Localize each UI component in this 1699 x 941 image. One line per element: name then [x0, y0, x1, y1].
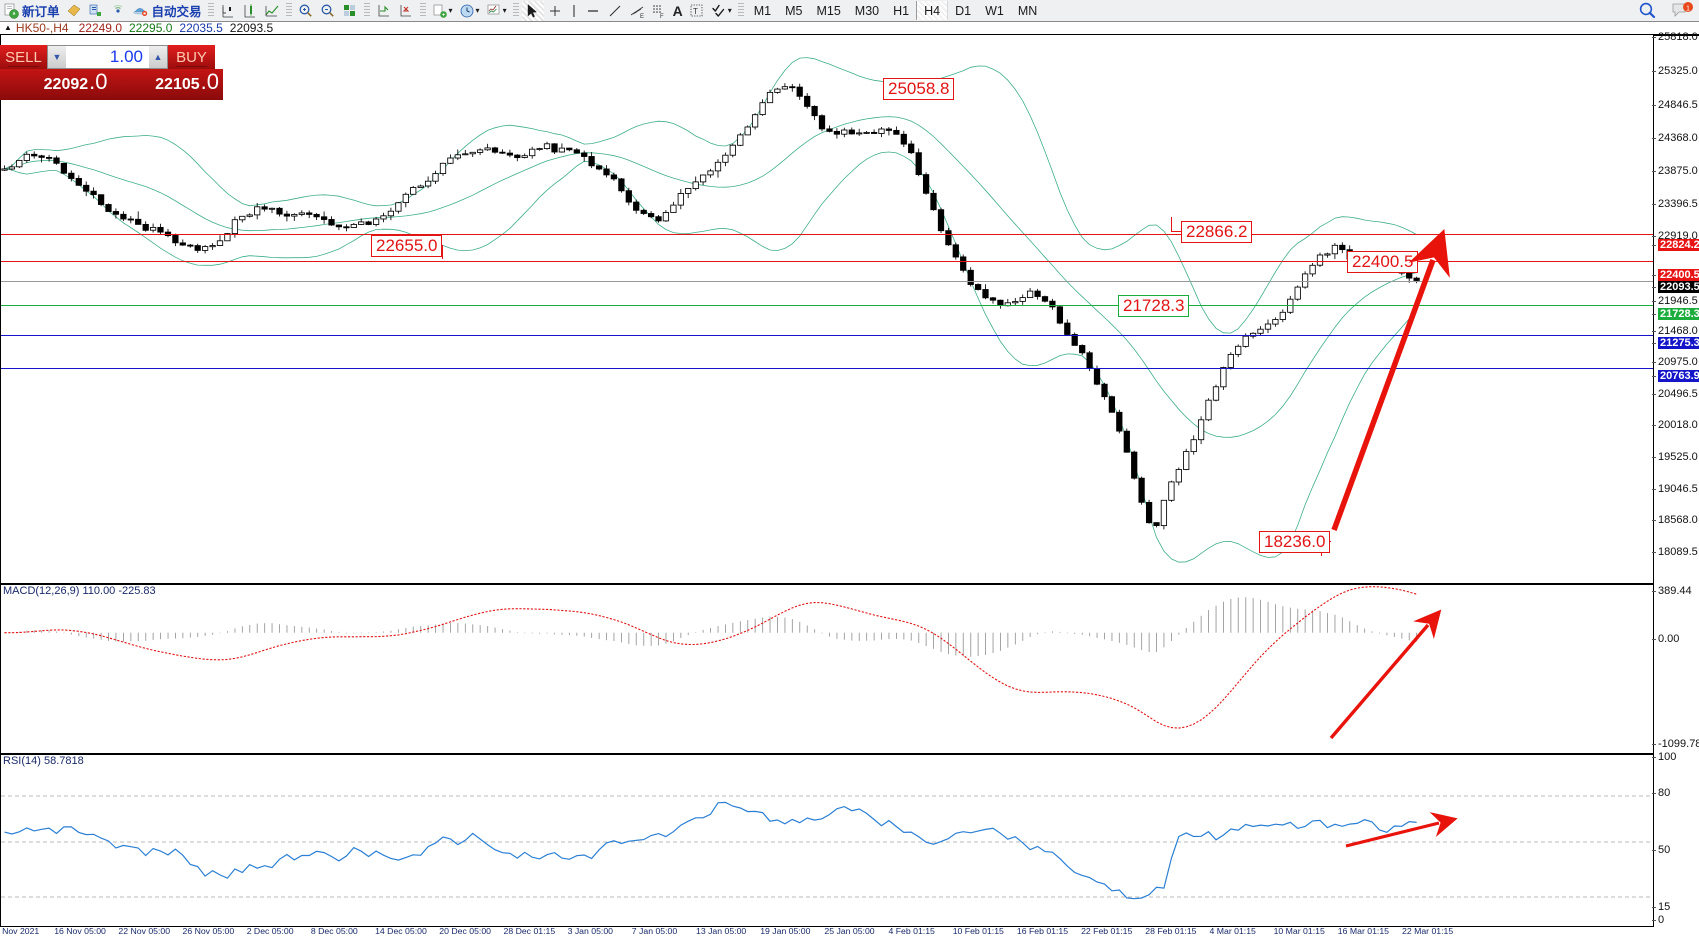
svg-text:E: E	[640, 14, 644, 19]
svg-text:F: F	[660, 14, 664, 19]
svg-text:1: 1	[1686, 3, 1690, 12]
svg-text:T: T	[693, 7, 698, 16]
